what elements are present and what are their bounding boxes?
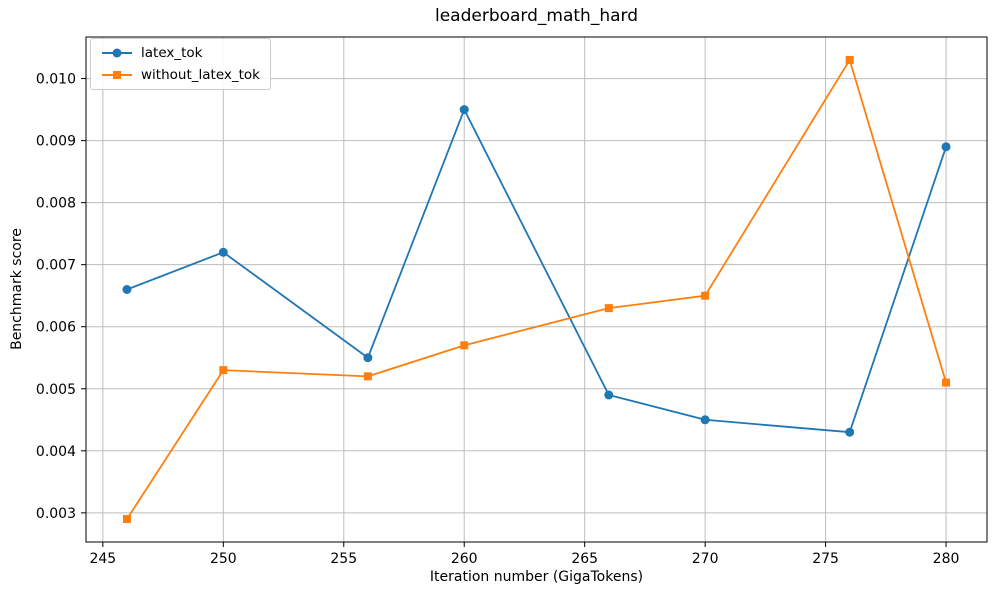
legend-label: without_latex_tok — [141, 67, 260, 83]
legend-label: latex_tok — [141, 45, 203, 61]
data-point-latex_tok — [459, 105, 469, 115]
legend-item: without_latex_tok — [101, 65, 260, 85]
x-tick-label: 280 — [933, 551, 960, 567]
data-point-without_latex_tok — [942, 378, 951, 387]
legend: latex_tok without_latex_tok — [90, 38, 271, 90]
y-axis-label: Benchmark score — [9, 228, 25, 350]
x-tick-label: 270 — [692, 551, 719, 567]
legend-circle-marker-icon — [102, 48, 132, 58]
x-tick-label: 255 — [330, 551, 357, 567]
data-point-without_latex_tok — [460, 341, 469, 350]
series-line-without_latex_tok — [126, 59, 947, 520]
y-tick-label: 0.010 — [36, 72, 76, 88]
x-axis-label: Iteration number (GigaTokens) — [429, 569, 644, 585]
data-point-without_latex_tok — [122, 515, 131, 524]
data-point-latex_tok — [363, 353, 373, 363]
data-point-latex_tok — [218, 247, 228, 257]
data-point-without_latex_tok — [219, 366, 228, 375]
data-point-without_latex_tok — [845, 55, 854, 64]
data-point-latex_tok — [604, 390, 614, 400]
y-tick-label: 0.006 — [36, 320, 76, 336]
y-tick-label: 0.003 — [36, 506, 76, 522]
series-line-latex_tok — [126, 108, 947, 434]
axes-spines — [85, 36, 988, 543]
x-tick-label: 245 — [89, 551, 116, 567]
chart-title: leaderboard_math_hard — [434, 6, 639, 26]
legend-item: latex_tok — [101, 43, 260, 63]
data-point-latex_tok — [700, 415, 710, 425]
data-point-latex_tok — [122, 285, 132, 294]
y-tick-label: 0.008 — [36, 196, 76, 212]
y-tick-label: 0.007 — [36, 258, 76, 274]
data-point-without_latex_tok — [604, 304, 613, 313]
data-point-without_latex_tok — [701, 291, 710, 300]
legend-square-marker-icon — [102, 71, 132, 79]
x-tick-label: 265 — [571, 551, 598, 567]
y-tick-label: 0.004 — [36, 444, 76, 460]
data-point-latex_tok — [941, 142, 951, 152]
y-tick-label: 0.009 — [36, 134, 76, 150]
x-tick-label: 250 — [210, 551, 237, 567]
y-tick-label: 0.005 — [36, 382, 76, 398]
data-point-without_latex_tok — [363, 372, 372, 381]
data-point-latex_tok — [845, 427, 855, 437]
x-tick-label: 260 — [451, 551, 478, 567]
x-tick-label: 275 — [812, 551, 839, 567]
